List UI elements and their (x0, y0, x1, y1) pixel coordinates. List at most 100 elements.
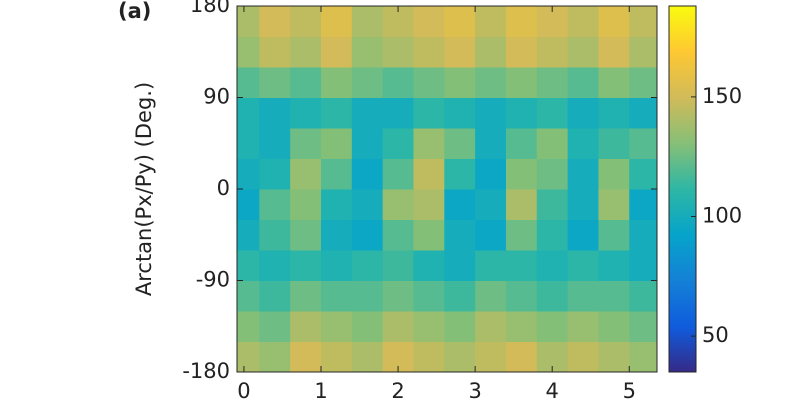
heatmap-cell (290, 97, 322, 129)
heatmap-cell (259, 280, 291, 312)
colorbar-tick-label: 150 (702, 84, 742, 108)
y-tick-label: -90 (196, 268, 230, 292)
heatmap-cell (475, 189, 507, 220)
heatmap-cell (629, 36, 657, 68)
heatmap-cell (629, 128, 657, 159)
heatmap-cell (629, 280, 657, 312)
heatmap-cell (321, 341, 353, 372)
heatmap-cell (237, 250, 260, 281)
heatmap-cell (413, 36, 445, 68)
heatmap-cell (567, 128, 599, 159)
colorbar-tick-label: 100 (702, 204, 742, 228)
y-tick-label: 0 (217, 176, 230, 200)
heatmap-cell (382, 36, 414, 68)
heatmap-cell (237, 280, 260, 312)
heatmap-cell (475, 158, 507, 190)
heatmap-cell (237, 189, 260, 220)
heatmap-cell (382, 250, 414, 281)
heatmap-cell (567, 67, 599, 98)
heatmap-cell (259, 97, 291, 129)
heatmap-cell (475, 280, 507, 312)
heatmap-cell (382, 311, 414, 342)
heatmap-cell (505, 219, 538, 251)
heatmap-cell (475, 67, 507, 98)
heatmap-cell (629, 311, 657, 342)
heatmap-cell (444, 280, 476, 312)
heatmap-cell (290, 6, 322, 37)
heatmap-cell (629, 97, 657, 129)
heatmap-cell (567, 36, 599, 68)
heatmap-cell (351, 128, 384, 159)
heatmap-cell (536, 219, 569, 251)
heatmap-cell (567, 341, 599, 372)
heatmap-cell (629, 250, 657, 281)
heatmap-cell (259, 6, 291, 37)
heatmap-cell (290, 219, 322, 251)
heatmap-cell (351, 250, 384, 281)
heatmap-cell (475, 250, 507, 281)
heatmap-cell (444, 219, 476, 251)
heatmap-cell (567, 250, 599, 281)
heatmap-cell (382, 219, 414, 251)
heatmap-cell (413, 6, 445, 37)
heatmap-cell (382, 189, 414, 220)
y-tick-label: 90 (203, 85, 230, 109)
heatmap-cell (444, 250, 476, 281)
heatmap-cell (259, 189, 291, 220)
heatmap-cell (413, 311, 445, 342)
heatmap-cell (536, 67, 569, 98)
heatmap-cell (321, 158, 353, 190)
heatmap-cell (598, 6, 630, 37)
heatmap-cell (629, 6, 657, 37)
heatmap-cell (413, 158, 445, 190)
heatmap-cell (321, 311, 353, 342)
heatmap-cell (351, 97, 384, 129)
heatmap-cell (321, 219, 353, 251)
heatmap-cell (567, 280, 599, 312)
heatmap-cell (444, 158, 476, 190)
heatmap-cell (598, 341, 630, 372)
x-tick-label: 4 (546, 379, 559, 401)
heatmap-cell (413, 97, 445, 129)
heatmap-cell (536, 36, 569, 68)
heatmap-cell (351, 311, 384, 342)
heatmap-cell (444, 6, 476, 37)
heatmap-cell (444, 311, 476, 342)
y-tick-label: 180 (190, 0, 230, 17)
x-tick-label: 1 (314, 379, 327, 401)
heatmap-cell (567, 189, 599, 220)
heatmap-cell (629, 219, 657, 251)
heatmap-cell (382, 97, 414, 129)
heatmap-cell (237, 341, 260, 372)
heatmap-cell (567, 219, 599, 251)
heatmap-cell (505, 341, 538, 372)
heatmap-cell (237, 97, 260, 129)
heatmap-cell (237, 219, 260, 251)
heatmap-cell (259, 36, 291, 68)
heatmap-cell (444, 189, 476, 220)
heatmap-cell (237, 67, 260, 98)
heatmap-cell (475, 97, 507, 129)
heatmap-cell (259, 158, 291, 190)
x-tick-label: 3 (468, 379, 481, 401)
panel-label: (a) (118, 0, 151, 23)
heatmap-cell (290, 280, 322, 312)
heatmap-cell (321, 36, 353, 68)
heatmap-cell (598, 128, 630, 159)
heatmap-cell (505, 158, 538, 190)
heatmap-cell (567, 158, 599, 190)
heatmap-cell (259, 341, 291, 372)
heatmap-cell (290, 311, 322, 342)
heatmap-cell (505, 67, 538, 98)
heatmap-cell (290, 158, 322, 190)
heatmap-cell (237, 36, 260, 68)
heatmap-cell (237, 311, 260, 342)
heatmap-cell (598, 97, 630, 129)
y-tick-label: -180 (182, 359, 230, 383)
heatmap-cell (237, 128, 260, 159)
heatmap-cell (321, 280, 353, 312)
heatmap-cell (629, 67, 657, 98)
heatmap-cell (598, 67, 630, 98)
colorbar (668, 5, 697, 373)
